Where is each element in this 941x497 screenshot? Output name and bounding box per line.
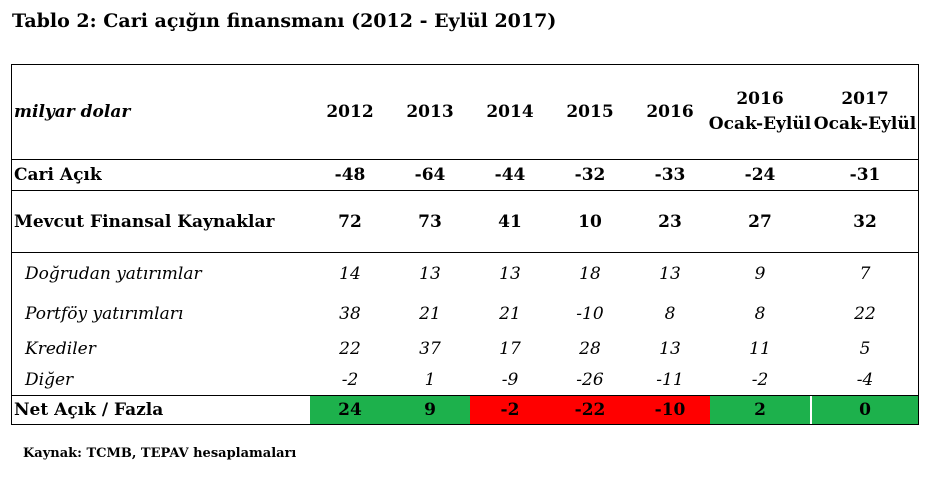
table-cell: 23: [658, 211, 682, 232]
column-header: 2014: [470, 65, 550, 159]
table-header-row: milyar dolar 2012 2013 2014 2015 2016 20…: [12, 65, 918, 159]
table-cell: 18: [579, 264, 601, 284]
row-label: Net Açık / Fazla: [14, 400, 164, 420]
net-value-cell: -22: [550, 396, 630, 424]
table-cell: -11: [656, 370, 684, 390]
column-header-line2: Ocak-Eylül: [708, 114, 812, 134]
column-header: 2017 Ocak-Eylül: [812, 65, 918, 159]
table-cell: 37: [419, 339, 441, 359]
table-cell: 5: [859, 339, 871, 359]
row-label: Portföy yatırımları: [25, 304, 184, 324]
table-cell: -2: [751, 370, 769, 390]
table-row-current-account: Cari Açık -48 -64 -44 -32 -33 -24 -31: [12, 160, 918, 190]
table-cell: -48: [334, 165, 366, 185]
table-cell: 13: [419, 264, 441, 284]
table-cell: 41: [498, 211, 522, 232]
table-cell: -31: [849, 165, 881, 185]
table-cell: 10: [578, 211, 602, 232]
table-cell: 13: [499, 264, 521, 284]
row-divider: [12, 190, 918, 191]
net-value-cell: -10: [630, 396, 710, 424]
table-title: Tablo 2: Cari açığın finansmanı (2012 - …: [12, 10, 557, 32]
table-row-net-balance: Net Açık / Fazla 24 9 -2 -22 -10 2 0: [12, 396, 918, 424]
net-value-cell: -2: [470, 396, 550, 424]
table-cell: 14: [339, 264, 361, 284]
table-cell: -33: [654, 165, 686, 185]
column-header-line1: 2012: [326, 101, 374, 122]
table-cell: 13: [659, 339, 681, 359]
column-header: 2013: [390, 65, 470, 159]
column-header-line1: 2016: [736, 89, 784, 109]
table-cell: 21: [419, 304, 441, 324]
column-header: 2016 Ocak-Eylül: [708, 65, 812, 159]
table-cell: -64: [414, 165, 446, 185]
row-divider: [12, 395, 918, 396]
row-divider: [12, 252, 918, 253]
column-header-line2: Ocak-Eylül: [813, 114, 917, 134]
row-label: Krediler: [25, 339, 96, 359]
table-cell: 13: [659, 264, 681, 284]
net-value-cell: 9: [390, 396, 470, 424]
financing-table: milyar dolar 2012 2013 2014 2015 2016 20…: [11, 64, 919, 425]
table-cell: 22: [339, 339, 361, 359]
table-cell: -2: [341, 370, 359, 390]
column-header-line1: 2015: [566, 101, 614, 122]
table-cell: 8: [754, 304, 766, 324]
table-cell: 11: [749, 339, 771, 359]
column-header-line1: 2016: [646, 101, 694, 122]
table-cell: -32: [574, 165, 606, 185]
row-label: Mevcut Finansal Kaynaklar: [14, 211, 275, 232]
row-divider: [12, 159, 918, 160]
table-cell: 9: [754, 264, 766, 284]
table-cell: 21: [499, 304, 521, 324]
row-label: Cari Açık: [14, 165, 102, 185]
table-row-direct-investment: Doğrudan yatırımlar 14 13 13 18 13 9 7: [12, 255, 918, 293]
column-header-line1: 2013: [406, 101, 454, 122]
net-value-cell: 2: [710, 396, 810, 424]
table-cell: 7: [859, 264, 871, 284]
table-cell: 1: [424, 370, 436, 390]
column-header: 2012: [310, 65, 390, 159]
column-header-line1: 2017: [841, 89, 889, 109]
table-cell: 72: [338, 211, 362, 232]
table-row-loans: Krediler 22 37 17 28 13 11 5: [12, 333, 918, 365]
table-row-other: Diğer -2 1 -9 -26 -11 -2 -4: [12, 365, 918, 395]
table-cell: 27: [748, 211, 772, 232]
table-cell: -4: [856, 370, 874, 390]
table-cell: 32: [853, 211, 877, 232]
column-header: 2016: [630, 65, 710, 159]
net-value-cell: 0: [812, 396, 918, 424]
table-cell: -44: [494, 165, 526, 185]
net-value-cell: 24: [310, 396, 390, 424]
column-header-line1: 2014: [486, 101, 534, 122]
table-cell: -10: [576, 304, 604, 324]
row-label: Doğrudan yatırımlar: [25, 264, 202, 284]
unit-label: milyar dolar: [14, 102, 131, 122]
column-header: 2015: [550, 65, 630, 159]
table-cell: -26: [576, 370, 604, 390]
table-row-portfolio-investment: Portföy yatırımları 38 21 21 -10 8 8 22: [12, 295, 918, 333]
table-cell: -24: [744, 165, 776, 185]
row-label: Diğer: [25, 370, 74, 390]
table-cell: 38: [339, 304, 361, 324]
table-cell: 28: [579, 339, 601, 359]
source-note: Kaynak: TCMB, TEPAV hesaplamaları: [23, 446, 297, 461]
table-row-financial-sources: Mevcut Finansal Kaynaklar 72 73 41 10 23…: [12, 191, 918, 252]
table-cell: -9: [501, 370, 519, 390]
table-cell: 17: [499, 339, 521, 359]
table-cell: 8: [664, 304, 676, 324]
table-cell: 22: [854, 304, 876, 324]
table-cell: 73: [418, 211, 442, 232]
